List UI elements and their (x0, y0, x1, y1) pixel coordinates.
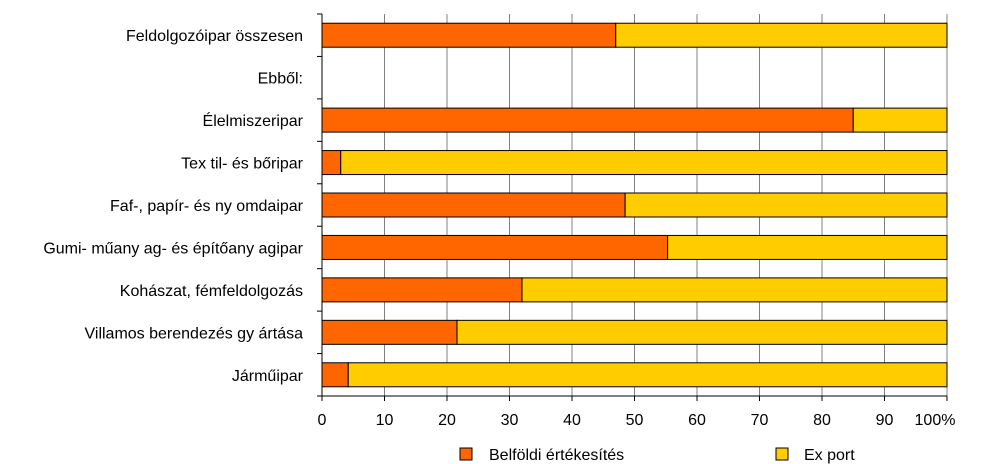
bar-segment (321, 362, 349, 388)
bar-segment (321, 150, 342, 176)
legend-swatch (459, 447, 473, 461)
legend: Belföldi értékesítés Ex port (459, 447, 855, 464)
category-label: Feldolgozóipar összesen (126, 28, 303, 45)
category-label: Faf-, papír- és ny omdaipar (110, 198, 304, 215)
bar-segment (615, 22, 948, 48)
bar-segment (852, 107, 948, 133)
bar-segment (347, 362, 948, 388)
category-label: Járműipar (232, 368, 304, 385)
bar-segment (456, 319, 948, 345)
bar-segment (667, 234, 948, 260)
category-label: Villamos berendezés gy ártása (85, 325, 304, 342)
category-labels: Feldolgozóipar összesen Ebből: Élelmiszeri… (43, 28, 303, 385)
bar-segment (321, 277, 523, 303)
bar-segment (624, 192, 948, 218)
x-tick-label: 90 (876, 412, 894, 429)
bar-segment (321, 319, 458, 345)
bars (321, 22, 948, 388)
x-tick-label: 100% (915, 412, 956, 429)
bar-segment (321, 234, 669, 260)
category-label: Gumi- műany ag- és építőany agipar (43, 240, 303, 257)
bar-segment (321, 107, 854, 133)
x-tick-label: 70 (751, 412, 769, 429)
x-tick-label: 0 (318, 412, 327, 429)
bar-segment (321, 22, 617, 48)
category-label: Ebből: (258, 71, 303, 88)
bar-segment (321, 192, 626, 218)
legend-swatch (775, 447, 789, 461)
x-tick-label: 80 (813, 412, 831, 429)
x-tick-label: 50 (626, 412, 644, 429)
legend-label: Belföldi értékesítés (489, 447, 624, 464)
x-tick-label: 10 (376, 412, 394, 429)
x-tick-labels: 0 10 20 30 40 50 60 70 80 90 100% (318, 412, 956, 429)
bar-segment (340, 150, 948, 176)
axes (317, 13, 948, 401)
category-label: Kohászat, fémfeldolgozás (120, 283, 303, 300)
x-tick-label: 30 (501, 412, 519, 429)
category-label: Élelmiszeripar (203, 111, 304, 130)
bar-segment (521, 277, 948, 303)
x-tick-label: 40 (563, 412, 581, 429)
legend-label: Ex port (804, 447, 855, 464)
category-label: Tex til- és bőripar (181, 156, 303, 173)
x-tick-label: 20 (438, 412, 456, 429)
x-tick-label: 60 (688, 412, 706, 429)
